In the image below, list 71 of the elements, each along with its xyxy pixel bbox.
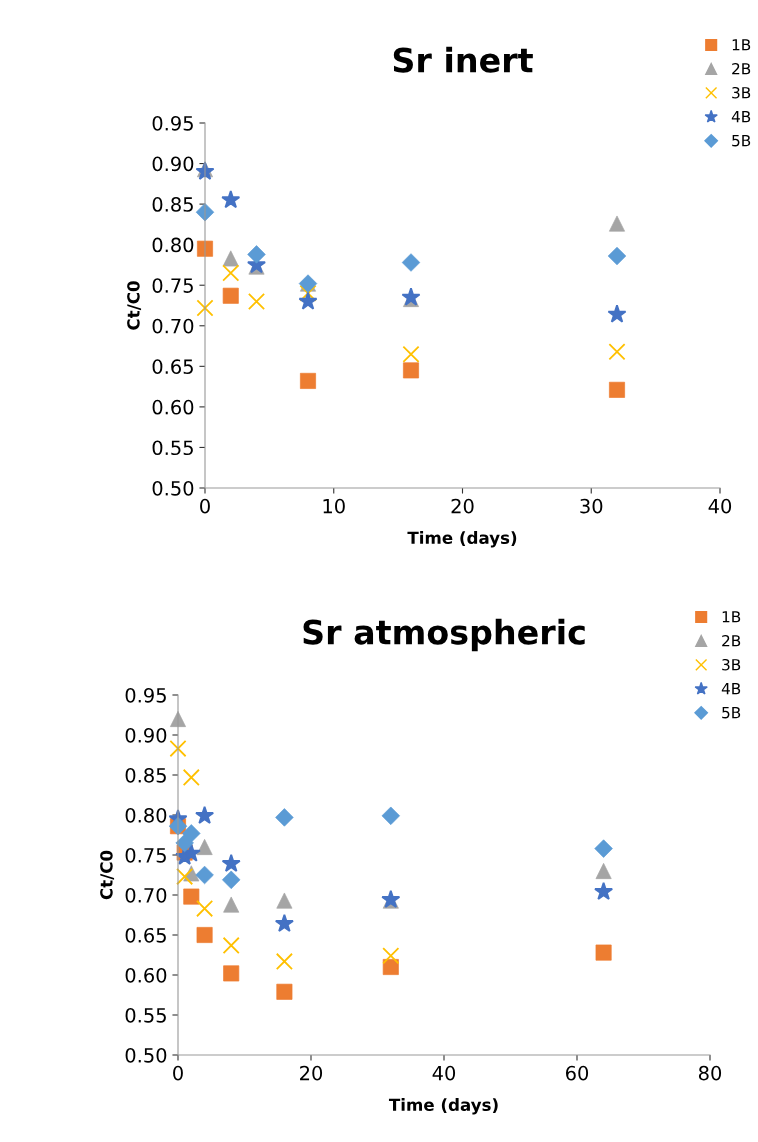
y-tick-label: 0.90 [125,727,167,743]
y-tick-label: 0.95 [152,115,193,131]
x-tick-label: 40 [432,1065,456,1081]
point [176,868,194,886]
point [221,190,241,209]
x-axis-title: Time (days) [388,1098,498,1115]
legend-label: 3B [732,86,751,99]
y-tick-label: 0.80 [152,237,194,253]
point [382,947,400,965]
x-tick-label: 80 [698,1065,722,1081]
legend-label: 1B [732,39,751,51]
point [594,881,614,901]
legend-label: 1B [722,611,741,623]
point [222,936,240,954]
point [298,291,318,310]
x-tick-label: 10 [323,498,345,514]
legend-label: 2B [722,634,741,647]
point [182,768,200,786]
point [196,299,214,317]
point [607,304,627,323]
point [609,381,625,398]
y-axis-title: Ct/C0 [100,850,115,900]
x-tick-label: 30 [580,498,603,514]
x-tick-label: 60 [565,1065,589,1081]
x-tick-label: 40 [708,498,732,514]
y-tick-label: 0.60 [152,399,194,415]
y-tick-label: 0.50 [125,1047,167,1063]
y-tick-label: 0.60 [125,967,167,983]
legend-label: 3B [722,658,741,671]
point [300,372,316,389]
point [169,740,187,758]
point [608,343,626,361]
x-tick-label: 0 [173,1065,183,1081]
point [247,292,266,310]
point [221,853,241,873]
x-tick-label: 20 [451,498,474,514]
y-tick-label: 0.85 [125,767,166,783]
y-axis-title: Ct/C0 [127,281,142,330]
y-tick-label: 0.80 [125,807,167,823]
point [222,264,240,282]
point [402,345,420,363]
y-tick-label: 0.75 [125,847,166,863]
point [595,863,612,879]
y-tick-label: 0.85 [152,197,193,212]
y-tick-label: 0.90 [152,156,194,172]
x-tick-label: 20 [300,1065,323,1081]
point [195,805,215,825]
y-tick-label: 0.70 [125,887,167,903]
y-tick-label: 0.55 [125,1007,166,1023]
chart-title: Sr inert [393,46,533,73]
y-tick-label: 0.65 [152,359,193,374]
y-tick-label: 0.50 [152,480,194,496]
legend-label: 4B [721,683,741,695]
y-tick-label: 0.65 [125,927,166,943]
point [196,927,213,943]
legend-label: 5B [732,135,751,147]
legend-label: 5B [722,707,741,719]
point [196,900,214,918]
y-tick-label: 0.70 [152,318,194,334]
legend-label: 4B [731,111,751,123]
x-axis-title: Time (days) [407,531,517,548]
chart-title: Sr atmospheric [303,618,585,652]
point [181,843,201,862]
point [274,913,294,933]
y-tick-label: 0.75 [152,278,193,293]
point [401,287,421,306]
x-tick-label: 0 [200,498,210,514]
y-tick-label: 0.55 [152,440,193,456]
legend-label: 2B [732,62,751,75]
y-tick-label: 0.95 [125,687,166,703]
point [275,952,293,970]
